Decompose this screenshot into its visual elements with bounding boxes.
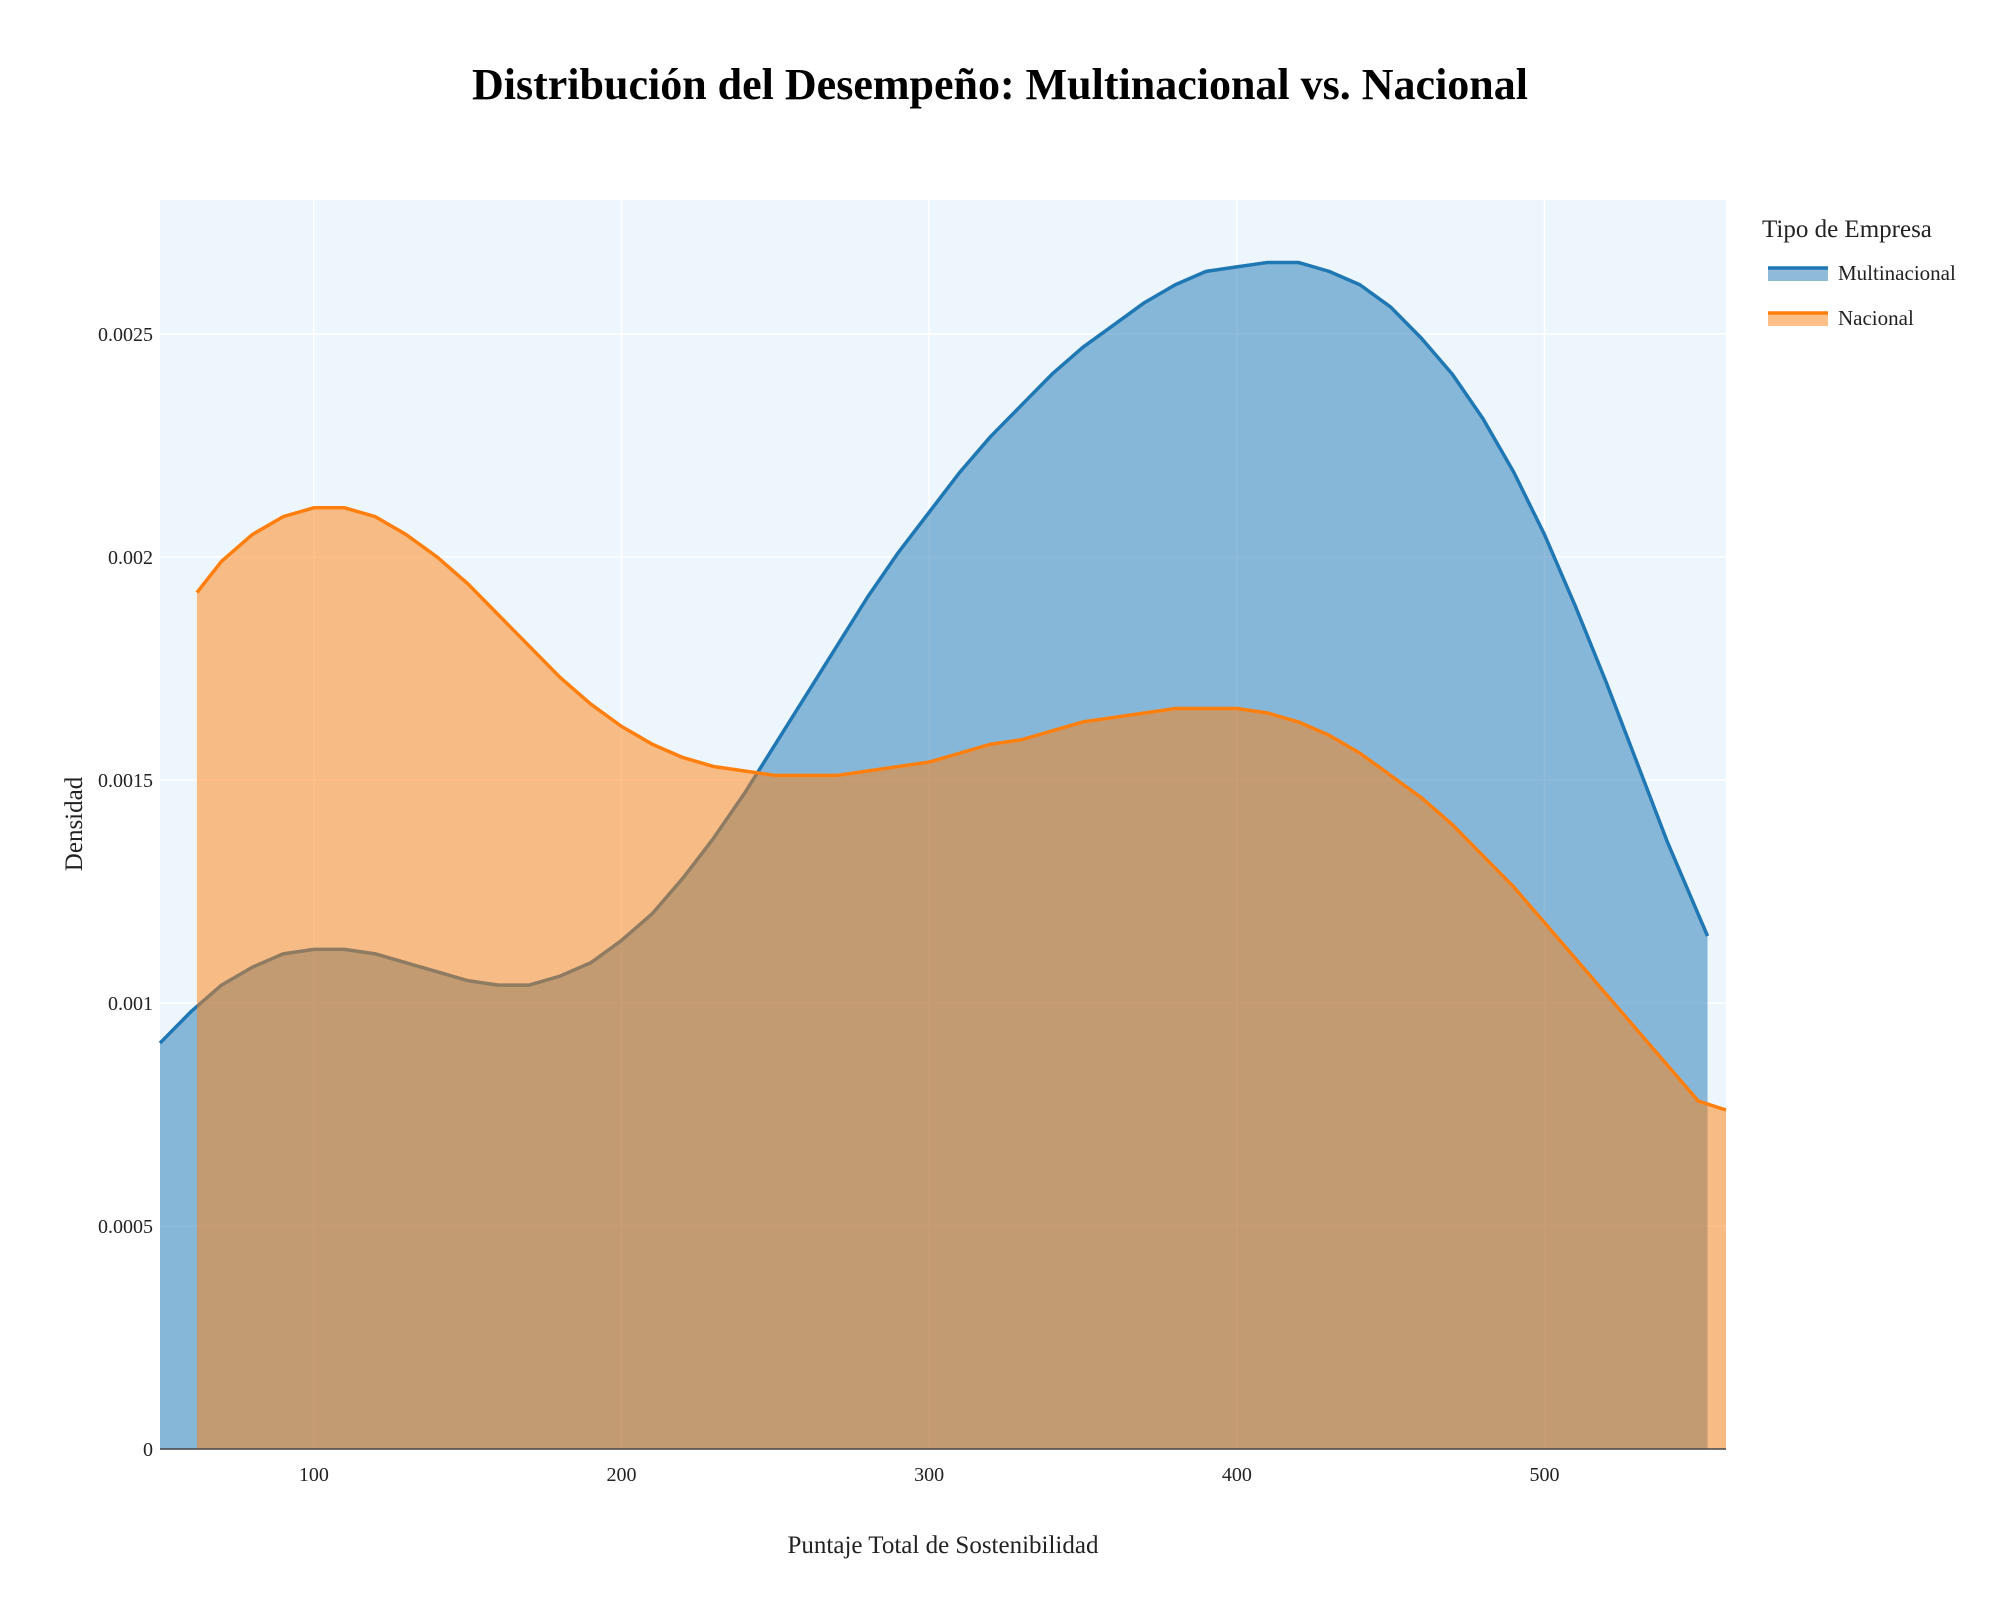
legend-title: Tipo de Empresa bbox=[1762, 216, 1932, 243]
x-tick-label: 500 bbox=[1529, 1464, 1559, 1486]
legend-item-multinacional[interactable]: Multinacional bbox=[1768, 261, 1956, 285]
area-layer bbox=[158, 260, 1727, 1450]
x-tick-label: 400 bbox=[1222, 1464, 1252, 1486]
y-tick-label: 0.0025 bbox=[98, 324, 153, 346]
legend-swatch-fill bbox=[1768, 312, 1828, 326]
y-tick-label: 0.0005 bbox=[98, 1216, 153, 1238]
legend-swatch-fill bbox=[1768, 267, 1828, 281]
y-axis-title: Densidad bbox=[61, 776, 88, 871]
y-tick-label: 0 bbox=[143, 1439, 153, 1461]
x-tick-label: 200 bbox=[606, 1464, 636, 1486]
series-area-nacional bbox=[196, 507, 1726, 1449]
legend-label: Nacional bbox=[1838, 306, 1914, 330]
axis-layer: 100 200 300 400 500 0 0.0005 0.001 0.0015 0.002 0.… bbox=[98, 324, 1726, 1486]
legend: Tipo de Empresa Multinacional Nacional bbox=[1762, 216, 1956, 330]
y-tick-label: 0.002 bbox=[108, 547, 153, 569]
x-axis-title: Puntaje Total de Sostenibilidad bbox=[788, 1532, 1099, 1559]
legend-label: Multinacional bbox=[1838, 261, 1956, 285]
legend-item-nacional[interactable]: Nacional bbox=[1768, 306, 1914, 330]
y-tick-label: 0.001 bbox=[108, 993, 153, 1015]
series-line-nacional bbox=[195, 506, 1727, 1112]
legend-items: Multinacional Nacional bbox=[1768, 261, 1956, 330]
chart-title: Distribución del Desempeño: Multinaciona… bbox=[472, 60, 1528, 109]
x-tick-label: 100 bbox=[299, 1464, 329, 1486]
y-tick-label: 0.0015 bbox=[98, 770, 153, 792]
x-tick-label: 300 bbox=[914, 1464, 944, 1486]
